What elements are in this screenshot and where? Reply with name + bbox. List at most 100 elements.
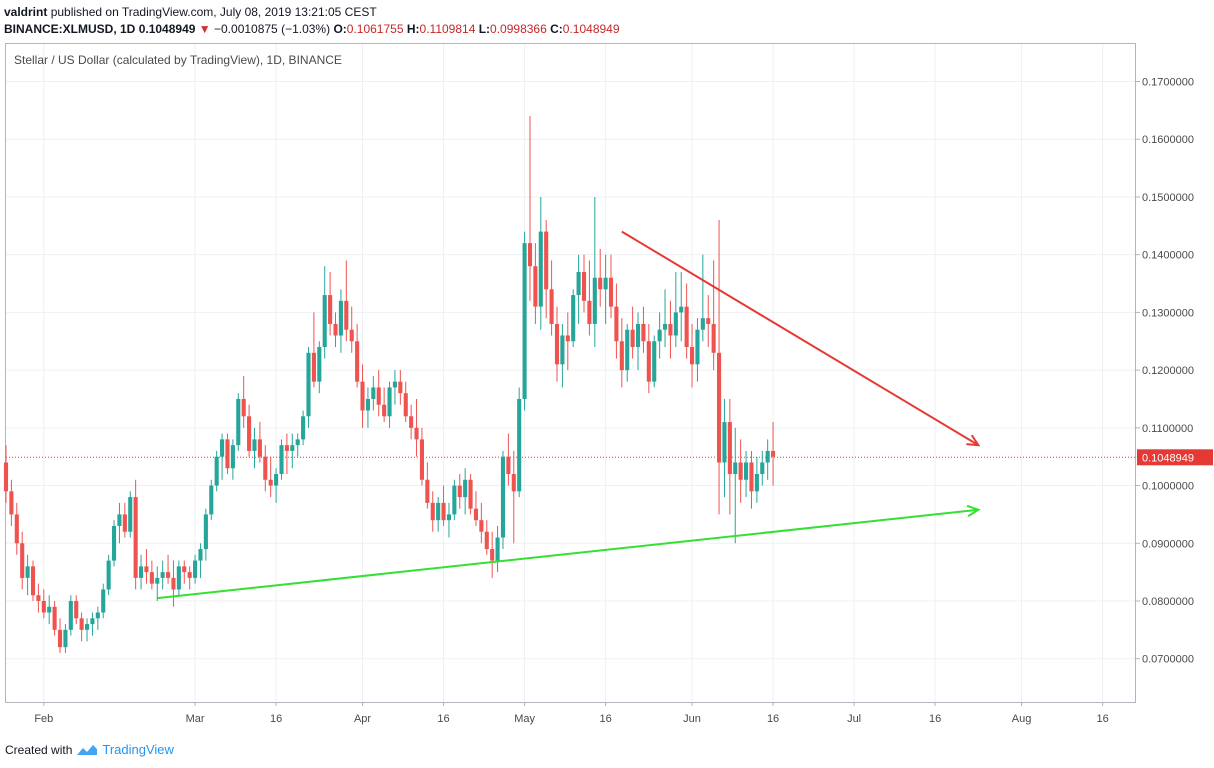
candle-body: [436, 502, 441, 521]
y-tick-label: 0.0800000: [1142, 596, 1194, 608]
candle-body: [138, 566, 144, 578]
x-tick-label: 16: [767, 713, 779, 725]
support-trendline: [157, 508, 979, 600]
candle-body: [560, 335, 565, 365]
candle-body: [592, 277, 597, 324]
candle-body: [657, 329, 662, 342]
tradingview-brand[interactable]: TradingView: [102, 742, 174, 757]
candle-body: [338, 300, 343, 336]
candle-body: [263, 456, 268, 480]
candle-body: [387, 387, 392, 417]
candle-body: [744, 462, 749, 480]
candle-body: [355, 341, 360, 382]
chart-frame[interactable]: [5, 43, 1136, 703]
candle-body: [257, 439, 262, 457]
candle-body: [576, 271, 581, 296]
candle-body: [25, 566, 30, 578]
candle-body: [41, 600, 46, 613]
candle-body: [646, 341, 651, 382]
y-tick-label: 0.0900000: [1142, 538, 1194, 550]
candle-body: [765, 450, 770, 463]
candle-body: [614, 306, 619, 342]
candle-body: [446, 514, 452, 521]
candle-body: [771, 450, 776, 457]
candle-body: [603, 277, 608, 290]
candle-body: [90, 618, 95, 625]
candle-body: [662, 323, 668, 330]
candle-body: [706, 318, 711, 324]
candle-body: [392, 381, 397, 388]
close-value: 0.1048949: [562, 22, 620, 36]
high-label: H:: [406, 22, 420, 36]
candle-body: [533, 266, 538, 307]
candle-body: [52, 606, 57, 630]
candle-body: [463, 479, 468, 498]
candle-body: [457, 485, 462, 498]
high-value: 0.1109814: [419, 22, 476, 36]
x-tick-label: 16: [437, 713, 449, 725]
candle-body: [581, 271, 587, 301]
x-tick-label: May: [514, 713, 535, 725]
candle-body: [500, 456, 506, 538]
candle-body: [679, 306, 684, 313]
y-tick-label: 0.1400000: [1142, 250, 1194, 262]
candle-body: [241, 398, 246, 417]
candle-body: [365, 398, 370, 411]
author-name[interactable]: valdrint: [4, 5, 48, 19]
candle-body: [225, 439, 230, 469]
candle-body: [284, 445, 289, 451]
y-tick-label: 0.1500000: [1142, 192, 1194, 204]
candle-body: [279, 445, 284, 475]
candle-body: [166, 572, 171, 578]
symbol-label: BINANCE:XLMUSD, 1D: [4, 22, 136, 36]
candle-body: [754, 474, 759, 492]
footer: Created with TradingView: [5, 742, 174, 757]
y-tick-label: 0.1100000: [1142, 423, 1193, 435]
x-tick-label: Jul: [847, 713, 861, 725]
candle-body: [301, 416, 306, 440]
candle-body: [198, 549, 203, 561]
candle-body: [68, 600, 73, 630]
candle-body: [695, 329, 700, 365]
chart-title: Stellar / US Dollar (calculated by Tradi…: [14, 53, 342, 67]
last-price-label: 0.1048949: [1142, 452, 1194, 464]
candle-body: [20, 543, 25, 578]
candle-body: [122, 514, 127, 532]
y-tick-label: 0.1200000: [1142, 365, 1194, 377]
candle-body: [247, 416, 252, 451]
y-tick-label: 0.1700000: [1142, 77, 1194, 89]
x-tick-label: Mar: [186, 713, 205, 725]
candle-body: [111, 525, 117, 561]
candle-body: [214, 456, 219, 486]
candle-body: [749, 462, 754, 492]
resistance-arrowhead: [966, 434, 981, 447]
candle-body: [538, 231, 543, 307]
candle-body: [333, 323, 338, 336]
y-tick-label: 0.0700000: [1142, 654, 1194, 666]
candle-body: [193, 560, 198, 578]
candle-body: [760, 462, 765, 475]
candle-body: [722, 422, 727, 463]
grid-lines: 0.0700000 0.0800000 0.0900000 0.1000000 0.11…: [6, 44, 1194, 725]
candle-body: [625, 329, 630, 371]
candle-body: [689, 347, 695, 365]
candle-body: [344, 300, 349, 330]
x-tick-label: Feb: [34, 713, 53, 725]
candle-body: [517, 398, 522, 492]
candle-body: [252, 439, 257, 451]
candle-body: [711, 323, 716, 353]
candle-body: [403, 393, 408, 417]
candle-body: [684, 306, 689, 348]
candle-body: [409, 416, 414, 428]
candle-body: [511, 474, 516, 492]
candle-body: [673, 312, 678, 336]
candle-body: [549, 289, 554, 324]
candle-body: [63, 629, 68, 648]
candle-body: [506, 456, 511, 475]
candle-body: [522, 243, 527, 399]
candle-body: [527, 243, 533, 267]
candle-body: [733, 462, 738, 475]
candle-body: [700, 318, 705, 330]
candle-body: [203, 514, 208, 550]
